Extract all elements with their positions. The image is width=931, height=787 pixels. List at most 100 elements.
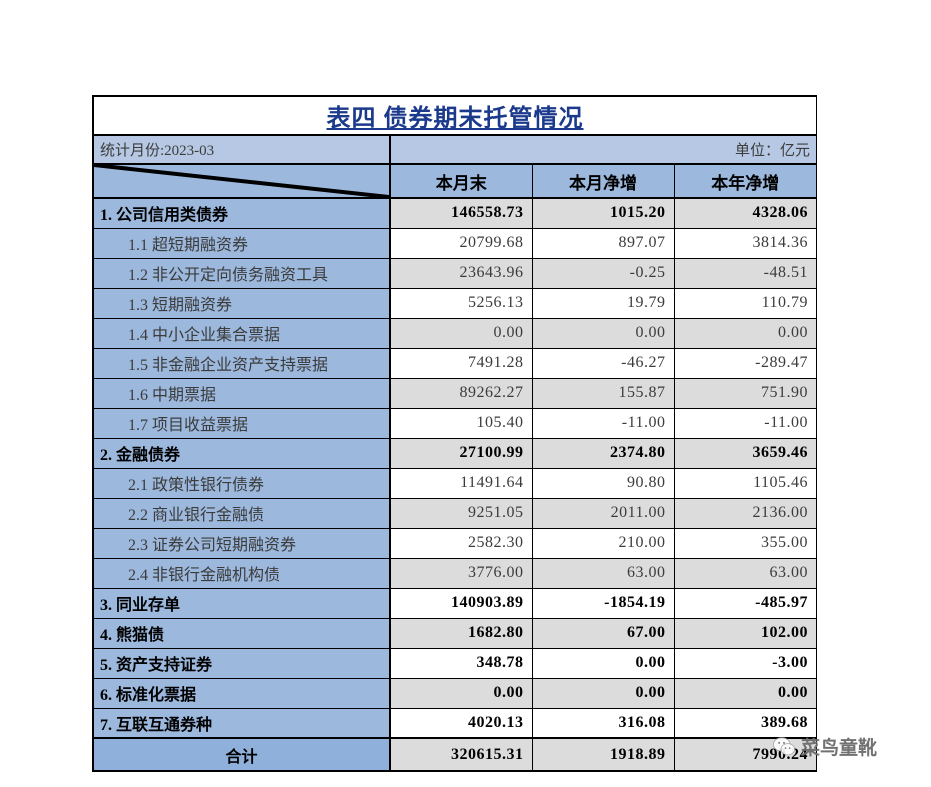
- cell-month-end: 89262.27: [389, 377, 533, 409]
- row-label: 7. 互联互通券种: [94, 707, 391, 739]
- cell-month-end: 1682.80: [389, 617, 533, 649]
- table-row: 1. 公司信用类债券 146558.73 1015.20 4328.06: [94, 197, 816, 229]
- row-label: 2.2 商业银行金融债: [94, 497, 391, 529]
- row-label: 2. 金融债券: [94, 437, 391, 469]
- row-label: 2.4 非银行金融机构债: [94, 557, 391, 589]
- row-label: 2.1 政策性银行债券: [94, 467, 391, 499]
- cell-month-end: 9251.05: [389, 497, 533, 529]
- unit-label: 单位：亿元: [532, 134, 816, 165]
- cell-year-net-increase: 751.90: [673, 377, 816, 409]
- table-row: 7. 互联互通券种 4020.13 316.08 389.68: [94, 707, 816, 739]
- table-row: 4. 熊猫债 1682.80 67.00 102.00: [94, 617, 816, 649]
- table-row: 1.7 项目收益票据 105.40 -11.00 -11.00: [94, 407, 816, 439]
- cell-year-net-increase: -11.00: [673, 407, 816, 439]
- cell-month-end: 20799.68: [389, 227, 533, 259]
- cell-month-net-increase: 2374.80: [531, 437, 675, 469]
- cell-year-net-increase: 7990.24: [673, 737, 816, 770]
- table-row: 2. 金融债券 27100.99 2374.80 3659.46: [94, 437, 816, 469]
- table-row: 1.5 非金融企业资产支持票据 7491.28 -46.27 -289.47: [94, 347, 816, 379]
- cell-month-net-increase: 0.00: [531, 647, 675, 679]
- cell-month-net-increase: 19.79: [531, 287, 675, 319]
- cell-month-end: 348.78: [389, 647, 533, 679]
- cell-month-end: 105.40: [389, 407, 533, 439]
- statistic-period-label: 统计月份:2023-03: [94, 134, 391, 165]
- column-header-year-net-increase: 本年净增: [673, 163, 816, 199]
- table-row: 1.6 中期票据 89262.27 155.87 751.90: [94, 377, 816, 409]
- column-header-month-net-increase: 本月净增: [531, 163, 675, 199]
- cell-month-end: 0.00: [389, 677, 533, 709]
- row-label: 2.3 证券公司短期融资券: [94, 527, 391, 559]
- cell-month-end: 0.00: [389, 317, 533, 349]
- cell-year-net-increase: 355.00: [673, 527, 816, 559]
- table-row: 1.4 中小企业集合票据 0.00 0.00 0.00: [94, 317, 816, 349]
- diagonal-divider-icon: [94, 165, 389, 197]
- row-label: 1.6 中期票据: [94, 377, 391, 409]
- cell-month-net-increase: 155.87: [531, 377, 675, 409]
- row-label: 1.4 中小企业集合票据: [94, 317, 391, 349]
- cell-year-net-increase: 102.00: [673, 617, 816, 649]
- cell-month-end: 2582.30: [389, 527, 533, 559]
- cell-year-net-increase: 3814.36: [673, 227, 816, 259]
- cell-month-net-increase: 2011.00: [531, 497, 675, 529]
- cell-year-net-increase: 3659.46: [673, 437, 816, 469]
- table-row: 2.4 非银行金融机构债 3776.00 63.00 63.00: [94, 557, 816, 589]
- title-row: 表四 债券期末托管情况: [94, 97, 816, 136]
- table-row: 1.1 超短期融资券 20799.68 897.07 3814.36: [94, 227, 816, 259]
- meta-spacer-cell: [390, 134, 532, 165]
- row-label: 6. 标准化票据: [94, 677, 391, 709]
- cell-year-net-increase: 63.00: [673, 557, 816, 589]
- cell-month-end: 146558.73: [389, 197, 533, 229]
- cell-month-end: 7491.28: [389, 347, 533, 379]
- cell-month-net-increase: 210.00: [531, 527, 675, 559]
- cell-month-net-increase: 67.00: [531, 617, 675, 649]
- cell-month-net-increase: -1854.19: [531, 587, 675, 619]
- row-label: 1.1 超短期融资券: [94, 227, 391, 259]
- cell-month-net-increase: 0.00: [531, 677, 675, 709]
- table-row: 1.3 短期融资券 5256.13 19.79 110.79: [94, 287, 816, 319]
- cell-month-net-increase: 1015.20: [531, 197, 675, 229]
- cell-year-net-increase: 0.00: [673, 317, 816, 349]
- cell-month-net-increase: -46.27: [531, 347, 675, 379]
- meta-row: 统计月份:2023-03 单位：亿元: [94, 134, 816, 165]
- column-header-row: 本月末 本月净增 本年净增: [94, 163, 816, 199]
- table-body: 表四 债券期末托管情况 统计月份:2023-03 单位：亿元 本月末 本月净增 …: [94, 97, 816, 770]
- row-label: 1.5 非金融企业资产支持票据: [94, 347, 391, 379]
- cell-month-net-increase: 1918.89: [531, 737, 675, 770]
- row-label: 5. 资产支持证券: [94, 647, 391, 679]
- cell-year-net-increase: 1105.46: [673, 467, 816, 499]
- cell-month-end: 320615.31: [389, 737, 533, 770]
- table-row: 2.2 商业银行金融债 9251.05 2011.00 2136.00: [94, 497, 816, 529]
- cell-month-net-increase: -0.25: [531, 257, 675, 289]
- table-row: 3. 同业存单 140903.89 -1854.19 -485.97: [94, 587, 816, 619]
- cell-month-end: 5256.13: [389, 287, 533, 319]
- cell-month-end: 140903.89: [389, 587, 533, 619]
- cell-month-net-increase: 90.80: [531, 467, 675, 499]
- cell-month-net-increase: 63.00: [531, 557, 675, 589]
- table-row: 1.2 非公开定向债务融资工具 23643.96 -0.25 -48.51: [94, 257, 816, 289]
- cell-year-net-increase: 4328.06: [673, 197, 816, 229]
- cell-month-end: 11491.64: [389, 467, 533, 499]
- cell-year-net-increase: 110.79: [673, 287, 816, 319]
- table-row: 2.1 政策性银行债券 11491.64 90.80 1105.46: [94, 467, 816, 499]
- cell-year-net-increase: 2136.00: [673, 497, 816, 529]
- cell-month-end: 27100.99: [389, 437, 533, 469]
- cell-year-net-increase: 389.68: [673, 707, 816, 739]
- row-label: 1.7 项目收益票据: [94, 407, 391, 439]
- table-row: 6. 标准化票据 0.00 0.00 0.00: [94, 677, 816, 709]
- cell-year-net-increase: -289.47: [673, 347, 816, 379]
- row-label: 3. 同业存单: [94, 587, 391, 619]
- cell-year-net-increase: -485.97: [673, 587, 816, 619]
- header-corner-cell: [94, 163, 391, 199]
- cell-month-net-increase: 0.00: [531, 317, 675, 349]
- cell-month-net-increase: -11.00: [531, 407, 675, 439]
- table-title-cell: 表四 债券期末托管情况: [94, 97, 816, 136]
- table-row: 2.3 证券公司短期融资券 2582.30 210.00 355.00: [94, 527, 816, 559]
- table-row: 5. 资产支持证券 348.78 0.00 -3.00: [94, 647, 816, 679]
- cell-year-net-increase: -3.00: [673, 647, 816, 679]
- table-row-total: 合计 320615.31 1918.89 7990.24: [94, 737, 816, 770]
- column-header-month-end: 本月末: [389, 163, 533, 199]
- cell-year-net-increase: -48.51: [673, 257, 816, 289]
- row-label: 1.3 短期融资券: [94, 287, 391, 319]
- bond-custody-table-sheet: 表四 债券期末托管情况 统计月份:2023-03 单位：亿元 本月末 本月净增 …: [92, 95, 817, 772]
- cell-month-net-increase: 316.08: [531, 707, 675, 739]
